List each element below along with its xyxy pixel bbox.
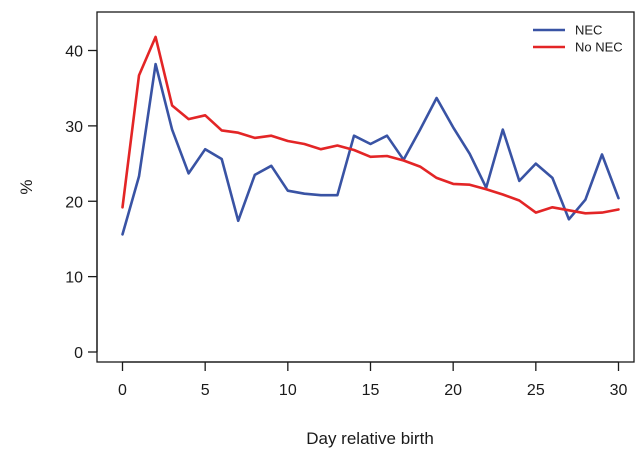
x-axis-title: Day relative birth	[306, 429, 434, 448]
x-tick-label: 25	[527, 382, 545, 399]
y-tick-label: 10	[65, 270, 83, 287]
plot-frame	[96, 11, 635, 363]
plot-area	[121, 35, 620, 236]
x-tick-label: 10	[279, 382, 297, 399]
series-line-no-nec	[121, 35, 620, 215]
y-tick-label: 40	[65, 44, 83, 61]
x-tick-label: 0	[118, 382, 127, 399]
y-tick-label: 20	[65, 194, 83, 211]
x-tick-label: 30	[610, 382, 628, 399]
x-tick-label: 15	[362, 382, 380, 399]
axes: 0 5 10 15 20 25 30 0 10 20 30 40	[65, 11, 635, 399]
x-tick-label: 5	[201, 382, 210, 399]
y-tick-label: 0	[74, 345, 83, 362]
series-line-nec	[121, 62, 620, 236]
y-tick-label: 30	[65, 119, 83, 136]
legend: NEC No NEC	[533, 23, 623, 55]
x-tick-label: 20	[444, 382, 462, 399]
legend-label: No NEC	[575, 40, 623, 55]
legend-label: NEC	[575, 23, 602, 38]
y-axis-title: %	[17, 179, 36, 194]
